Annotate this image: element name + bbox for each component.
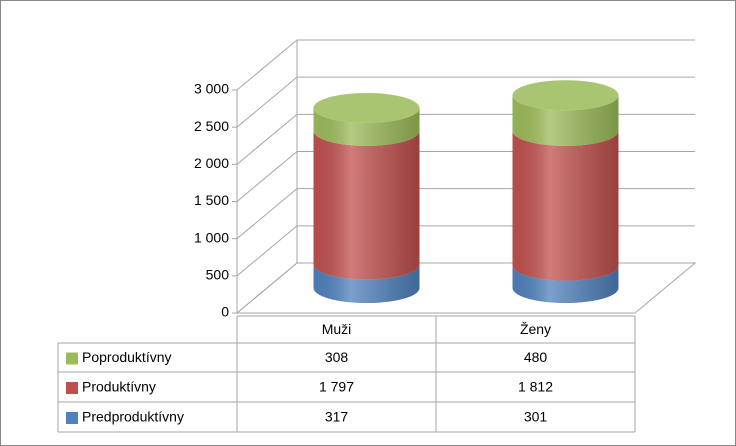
y-tick-label: 0 [221,304,229,320]
legend-label: Produktívny [82,379,156,395]
cylinder-top-highlight [512,80,619,111]
legend-label: Poproduktívny [82,349,172,365]
cylinder-top-highlight [313,92,420,123]
y-tick-label: 1 000 [194,229,229,245]
category-label: Ženy [520,321,551,337]
table-value: 317 [325,409,349,425]
cylinder-shade [512,265,619,303]
y-tick-label: 2 500 [194,118,229,134]
y-tick-label: 500 [206,267,230,283]
y-tick-label: 1 500 [194,192,229,208]
table-value: 308 [325,349,349,365]
grid-line [236,39,695,91]
cylinder-top [512,80,619,111]
cylinder-shade [313,130,420,280]
y-tick-label: 3 000 [194,81,229,97]
table-value: 1 797 [319,379,354,395]
cylinder-top [313,92,420,123]
legend-swatch [66,412,78,424]
legend-label: Predproduktívny [82,409,184,425]
table-value: 301 [524,409,548,425]
legend-swatch [66,352,78,365]
grid-line [236,76,695,128]
table-value: 1 812 [518,379,553,395]
cylinder-shade [313,107,420,146]
table-value: 480 [524,349,548,365]
y-tick-label: 2 000 [194,155,229,171]
cylinder-shade [512,95,619,146]
cylinder-shade [512,130,619,281]
legend-swatch [66,382,78,394]
cylinder-shade [313,264,420,303]
category-label: Muži [322,321,352,337]
